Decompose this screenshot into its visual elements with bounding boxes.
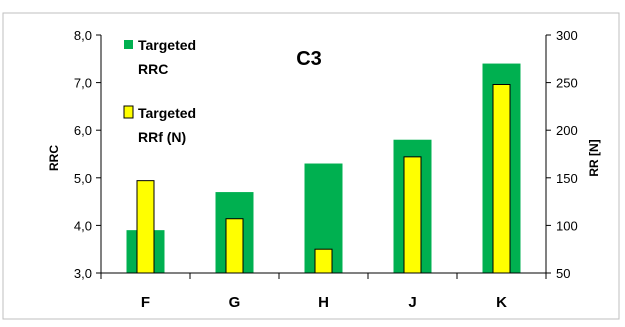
legend-label-rrf-line2: RRf (N) <box>138 129 186 145</box>
y-tick-label-left: 4,0 <box>74 218 92 233</box>
rrf-bars <box>136 84 511 274</box>
axes: F G H J K 3,0 4,0 5,0 6,0 7,0 8,0 50 100 150 200 250 300 <box>74 28 578 311</box>
y-tick-label-left: 6,0 <box>74 123 92 138</box>
x-tick-label-j: J <box>408 294 416 311</box>
rrf-bar-j <box>403 156 422 274</box>
legend-label-rrc-line1: Targeted <box>138 37 196 53</box>
rrf-bar-k <box>492 84 511 274</box>
y-axis-label-left: RRC <box>47 145 61 171</box>
legend-label-rrc-line2: RRC <box>138 61 168 77</box>
y-tick-label-right: 250 <box>556 76 578 91</box>
y-tick-label-left: 3,0 <box>74 266 92 281</box>
x-tick-label-f: F <box>141 294 150 311</box>
rrf-bar-g <box>225 218 244 274</box>
rrf-bar-h <box>314 248 333 274</box>
y-tick-label-left: 5,0 <box>74 171 92 186</box>
chart-title: C3 <box>296 48 322 70</box>
legend-swatch-rrf <box>123 105 134 119</box>
y-tick-label-right: 100 <box>556 218 578 233</box>
y-axis-label-right: RR [N] <box>587 139 601 176</box>
y-tick-label-right: 50 <box>556 266 570 281</box>
legend-swatch-rrc <box>124 40 133 49</box>
y-tick-label-left: 7,0 <box>74 76 92 91</box>
y-tick-label-right: 150 <box>556 171 578 186</box>
x-tick-label-g: G <box>229 294 241 311</box>
x-tick-label-h: H <box>318 294 329 311</box>
y-tick-label-left: 8,0 <box>74 28 92 43</box>
y-tick-label-right: 300 <box>556 28 578 43</box>
rrf-bar-f <box>136 180 155 274</box>
x-tick-label-k: K <box>496 294 507 311</box>
legend: Targeted RRC Targeted RRf (N) <box>123 37 196 145</box>
legend-label-rrf-line1: Targeted <box>138 105 196 121</box>
y-tick-label-right: 200 <box>556 123 578 138</box>
